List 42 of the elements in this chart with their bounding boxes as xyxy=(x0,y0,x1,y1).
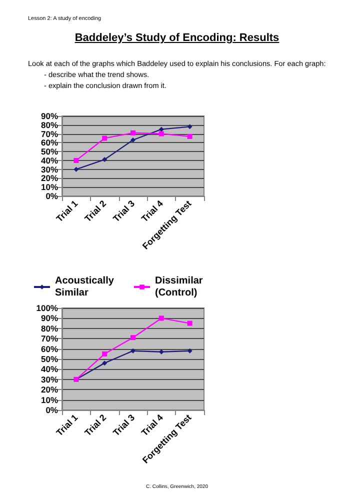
point xyxy=(130,130,136,136)
y-tick-label: 50% xyxy=(40,354,58,364)
point xyxy=(130,335,136,340)
y-tick-label: 20% xyxy=(40,384,58,395)
y-tick-label: 100% xyxy=(36,303,58,313)
point xyxy=(158,349,164,354)
point xyxy=(158,126,164,132)
point xyxy=(158,131,164,136)
y-tick-label: 60% xyxy=(40,344,58,354)
point xyxy=(102,157,108,162)
y-tick-label: 90% xyxy=(40,313,58,324)
y-tick-label: 10% xyxy=(40,182,58,192)
legend-label: Acoustically Similar xyxy=(55,276,117,298)
point xyxy=(102,136,108,141)
point xyxy=(187,348,192,354)
point xyxy=(130,348,136,354)
point xyxy=(158,316,164,321)
y-tick-label: 0% xyxy=(46,191,58,201)
point xyxy=(102,351,108,356)
y-tick-label: 30% xyxy=(40,164,58,174)
y-tick-label: 40% xyxy=(40,155,58,166)
point xyxy=(187,320,192,326)
y-tick-label: 0% xyxy=(46,405,58,415)
y-tick-label: 90% xyxy=(40,111,58,121)
y-tick-label: 70% xyxy=(40,128,58,139)
legend-label: Dissimilar (Control) xyxy=(155,276,206,298)
y-tick-label: 80% xyxy=(40,323,58,334)
y-tick-label: 10% xyxy=(40,394,58,405)
y-tick-label: 60% xyxy=(40,138,58,148)
y-tick-label: 30% xyxy=(40,374,58,384)
y-tick-label: 80% xyxy=(40,120,58,130)
y-tick-label: 50% xyxy=(40,146,58,157)
point xyxy=(187,124,192,130)
point xyxy=(74,158,79,163)
y-tick-label: 40% xyxy=(40,364,58,374)
point xyxy=(187,134,192,139)
y-tick-label: 70% xyxy=(40,334,58,344)
point xyxy=(130,138,136,142)
point xyxy=(74,166,79,172)
y-tick-label: 20% xyxy=(40,173,58,184)
chart-title: Baddeley’s Study of Encoding: Results xyxy=(74,32,280,44)
point xyxy=(102,360,108,366)
